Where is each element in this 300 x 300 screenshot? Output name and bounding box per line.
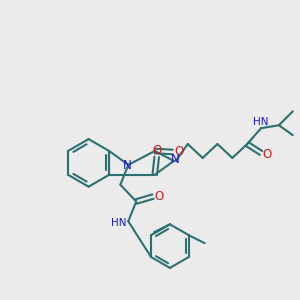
Text: N: N xyxy=(170,153,179,167)
Text: HN: HN xyxy=(111,218,126,228)
Text: O: O xyxy=(262,148,272,161)
Text: O: O xyxy=(154,190,164,203)
Text: O: O xyxy=(174,146,183,158)
Text: HN: HN xyxy=(253,117,269,127)
Text: O: O xyxy=(152,145,161,158)
Text: N: N xyxy=(123,159,132,172)
